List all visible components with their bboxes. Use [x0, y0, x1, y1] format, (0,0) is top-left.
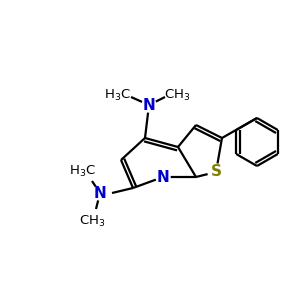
Text: S: S — [211, 164, 221, 179]
Text: N: N — [142, 98, 155, 112]
Circle shape — [142, 98, 156, 112]
Text: N: N — [94, 185, 106, 200]
Circle shape — [93, 186, 107, 200]
Text: N: N — [157, 169, 169, 184]
Circle shape — [156, 170, 170, 184]
Text: H$_3$C: H$_3$C — [69, 164, 95, 178]
Text: CH$_3$: CH$_3$ — [79, 214, 105, 229]
Circle shape — [208, 164, 224, 180]
Text: H$_3$C: H$_3$C — [103, 87, 130, 103]
Text: CH$_3$: CH$_3$ — [164, 87, 190, 103]
